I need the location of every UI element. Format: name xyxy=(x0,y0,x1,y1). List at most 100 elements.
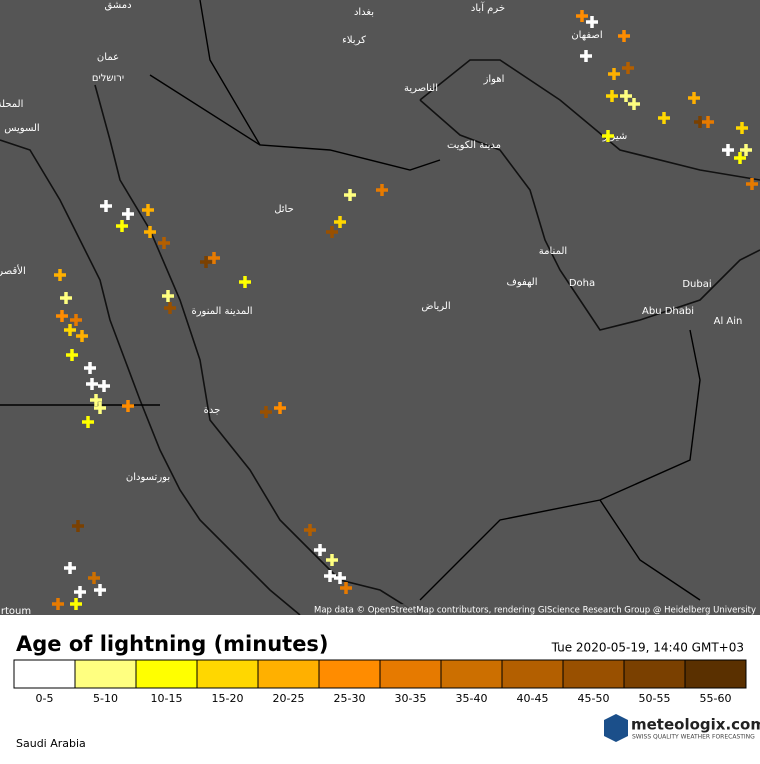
lightning-strike xyxy=(158,237,170,249)
lightning-strike xyxy=(84,362,96,374)
lightning-strike xyxy=(608,68,620,80)
lightning-strike xyxy=(64,562,76,574)
brand: meteologix.com xyxy=(631,716,760,734)
lightning-strike xyxy=(98,380,110,392)
legend-label: 10-15 xyxy=(151,692,183,705)
place-label: Doha xyxy=(569,278,595,289)
lightning-strike xyxy=(688,92,700,104)
place-label: عمان xyxy=(97,52,119,63)
lightning-strike xyxy=(52,598,64,610)
legend-swatch xyxy=(562,659,625,689)
lightning-strike xyxy=(618,30,630,42)
lightning-strike xyxy=(260,406,272,418)
lightning-strike xyxy=(56,310,68,322)
lightning-strike xyxy=(586,16,598,28)
lightning-strike xyxy=(334,216,346,228)
place-label: السويس xyxy=(4,123,39,134)
lightning-strike xyxy=(620,90,632,102)
lightning-strike xyxy=(326,226,338,238)
lightning-strike xyxy=(324,570,336,582)
legend-swatch xyxy=(440,659,503,689)
legend-label: 15-20 xyxy=(212,692,244,705)
lightning-strike xyxy=(734,152,746,164)
place-labels: دمشق بغداد خرم آباد اصفهان كربلاء عمان י… xyxy=(0,0,743,617)
place-label: المحلة xyxy=(0,99,23,110)
place-label: الأقصر xyxy=(0,264,26,277)
lightning-strike xyxy=(82,416,94,428)
place-label: Al Ain xyxy=(714,316,743,327)
lightning-strike xyxy=(142,204,154,216)
place-label: Dubai xyxy=(682,279,711,290)
lightning-strike xyxy=(74,586,86,598)
legend-swatch xyxy=(623,659,686,689)
lightning-strike xyxy=(274,402,286,414)
place-label: حائل xyxy=(274,204,294,215)
legend-swatch xyxy=(74,659,137,689)
timestamp: Tue 2020-05-19, 14:40 GMT+03 xyxy=(551,641,744,655)
lightning-strike xyxy=(376,184,388,196)
lightning-strike xyxy=(64,324,76,336)
legend-label: 30-35 xyxy=(395,692,427,705)
lightning-strike xyxy=(60,292,72,304)
place-label: كربلاء xyxy=(342,35,366,46)
place-label: المدينة المنورة xyxy=(191,306,252,317)
lightning-strike xyxy=(606,90,618,102)
lightning-strike xyxy=(72,520,84,532)
lightning-strike xyxy=(70,314,82,326)
lightning-strike xyxy=(580,50,592,62)
lightning-strike xyxy=(94,402,106,414)
lightning-strike xyxy=(602,130,614,142)
lightning-strike xyxy=(340,582,352,594)
lightning-strike xyxy=(702,116,714,128)
place-label: مدينة الكويت xyxy=(447,140,501,151)
legend-label: 25-30 xyxy=(334,692,366,705)
lightning-strike xyxy=(100,200,112,212)
place-label: خرم آباد xyxy=(471,1,505,14)
lightning-strike xyxy=(722,144,734,156)
place-label: بغداد xyxy=(354,7,374,18)
lightning-strike xyxy=(164,302,176,314)
lightning-strike xyxy=(658,112,670,124)
lightning-strike xyxy=(70,598,82,610)
lightning-strike xyxy=(66,349,78,361)
legend-swatch xyxy=(13,659,76,689)
place-label: Abu Dhabi xyxy=(642,306,694,317)
lightning-strike xyxy=(122,400,134,412)
legend-label: 0-5 xyxy=(36,692,54,705)
place-label: بورتسودان xyxy=(126,472,170,483)
legend-label: 5-10 xyxy=(93,692,118,705)
legend-swatch xyxy=(501,659,564,689)
lightning-strike xyxy=(736,122,748,134)
lightning-strike xyxy=(314,544,326,556)
region: Saudi Arabia xyxy=(16,737,86,750)
legend-bar: 0-5 5-10 10-15 15-20 20-25 25-30 30-35 35-40 40-… xyxy=(13,659,747,705)
lightning-strike xyxy=(122,208,134,220)
lightning-strike xyxy=(208,252,220,264)
legend-title: Age of lightning (minutes) xyxy=(16,632,329,656)
legend-swatch xyxy=(257,659,320,689)
place-label: دمشق xyxy=(104,0,131,11)
place-label: rtoum xyxy=(1,606,31,617)
lightning-strikes xyxy=(52,10,758,610)
legend-label: 35-40 xyxy=(456,692,488,705)
legend-label: 55-60 xyxy=(700,692,732,705)
lightning-strike xyxy=(90,394,102,406)
legend-label: 50-55 xyxy=(639,692,671,705)
legend-swatch xyxy=(379,659,442,689)
lightning-strike xyxy=(94,584,106,596)
legend-swatch xyxy=(135,659,198,689)
lightning-strike xyxy=(88,572,100,584)
lightning-strike xyxy=(622,62,634,74)
place-label: المنامة xyxy=(539,246,567,257)
lightning-strike xyxy=(54,269,66,281)
lightning-strike xyxy=(740,144,752,156)
lightning-strike xyxy=(628,98,640,110)
legend-label: 40-45 xyxy=(517,692,549,705)
attribution-bg xyxy=(336,604,760,615)
lightning-strike xyxy=(746,178,758,190)
lightning-strike xyxy=(239,276,251,288)
lightning-strike xyxy=(304,524,316,536)
place-label: شيراز xyxy=(602,131,628,142)
place-label: الرياض xyxy=(421,301,450,312)
